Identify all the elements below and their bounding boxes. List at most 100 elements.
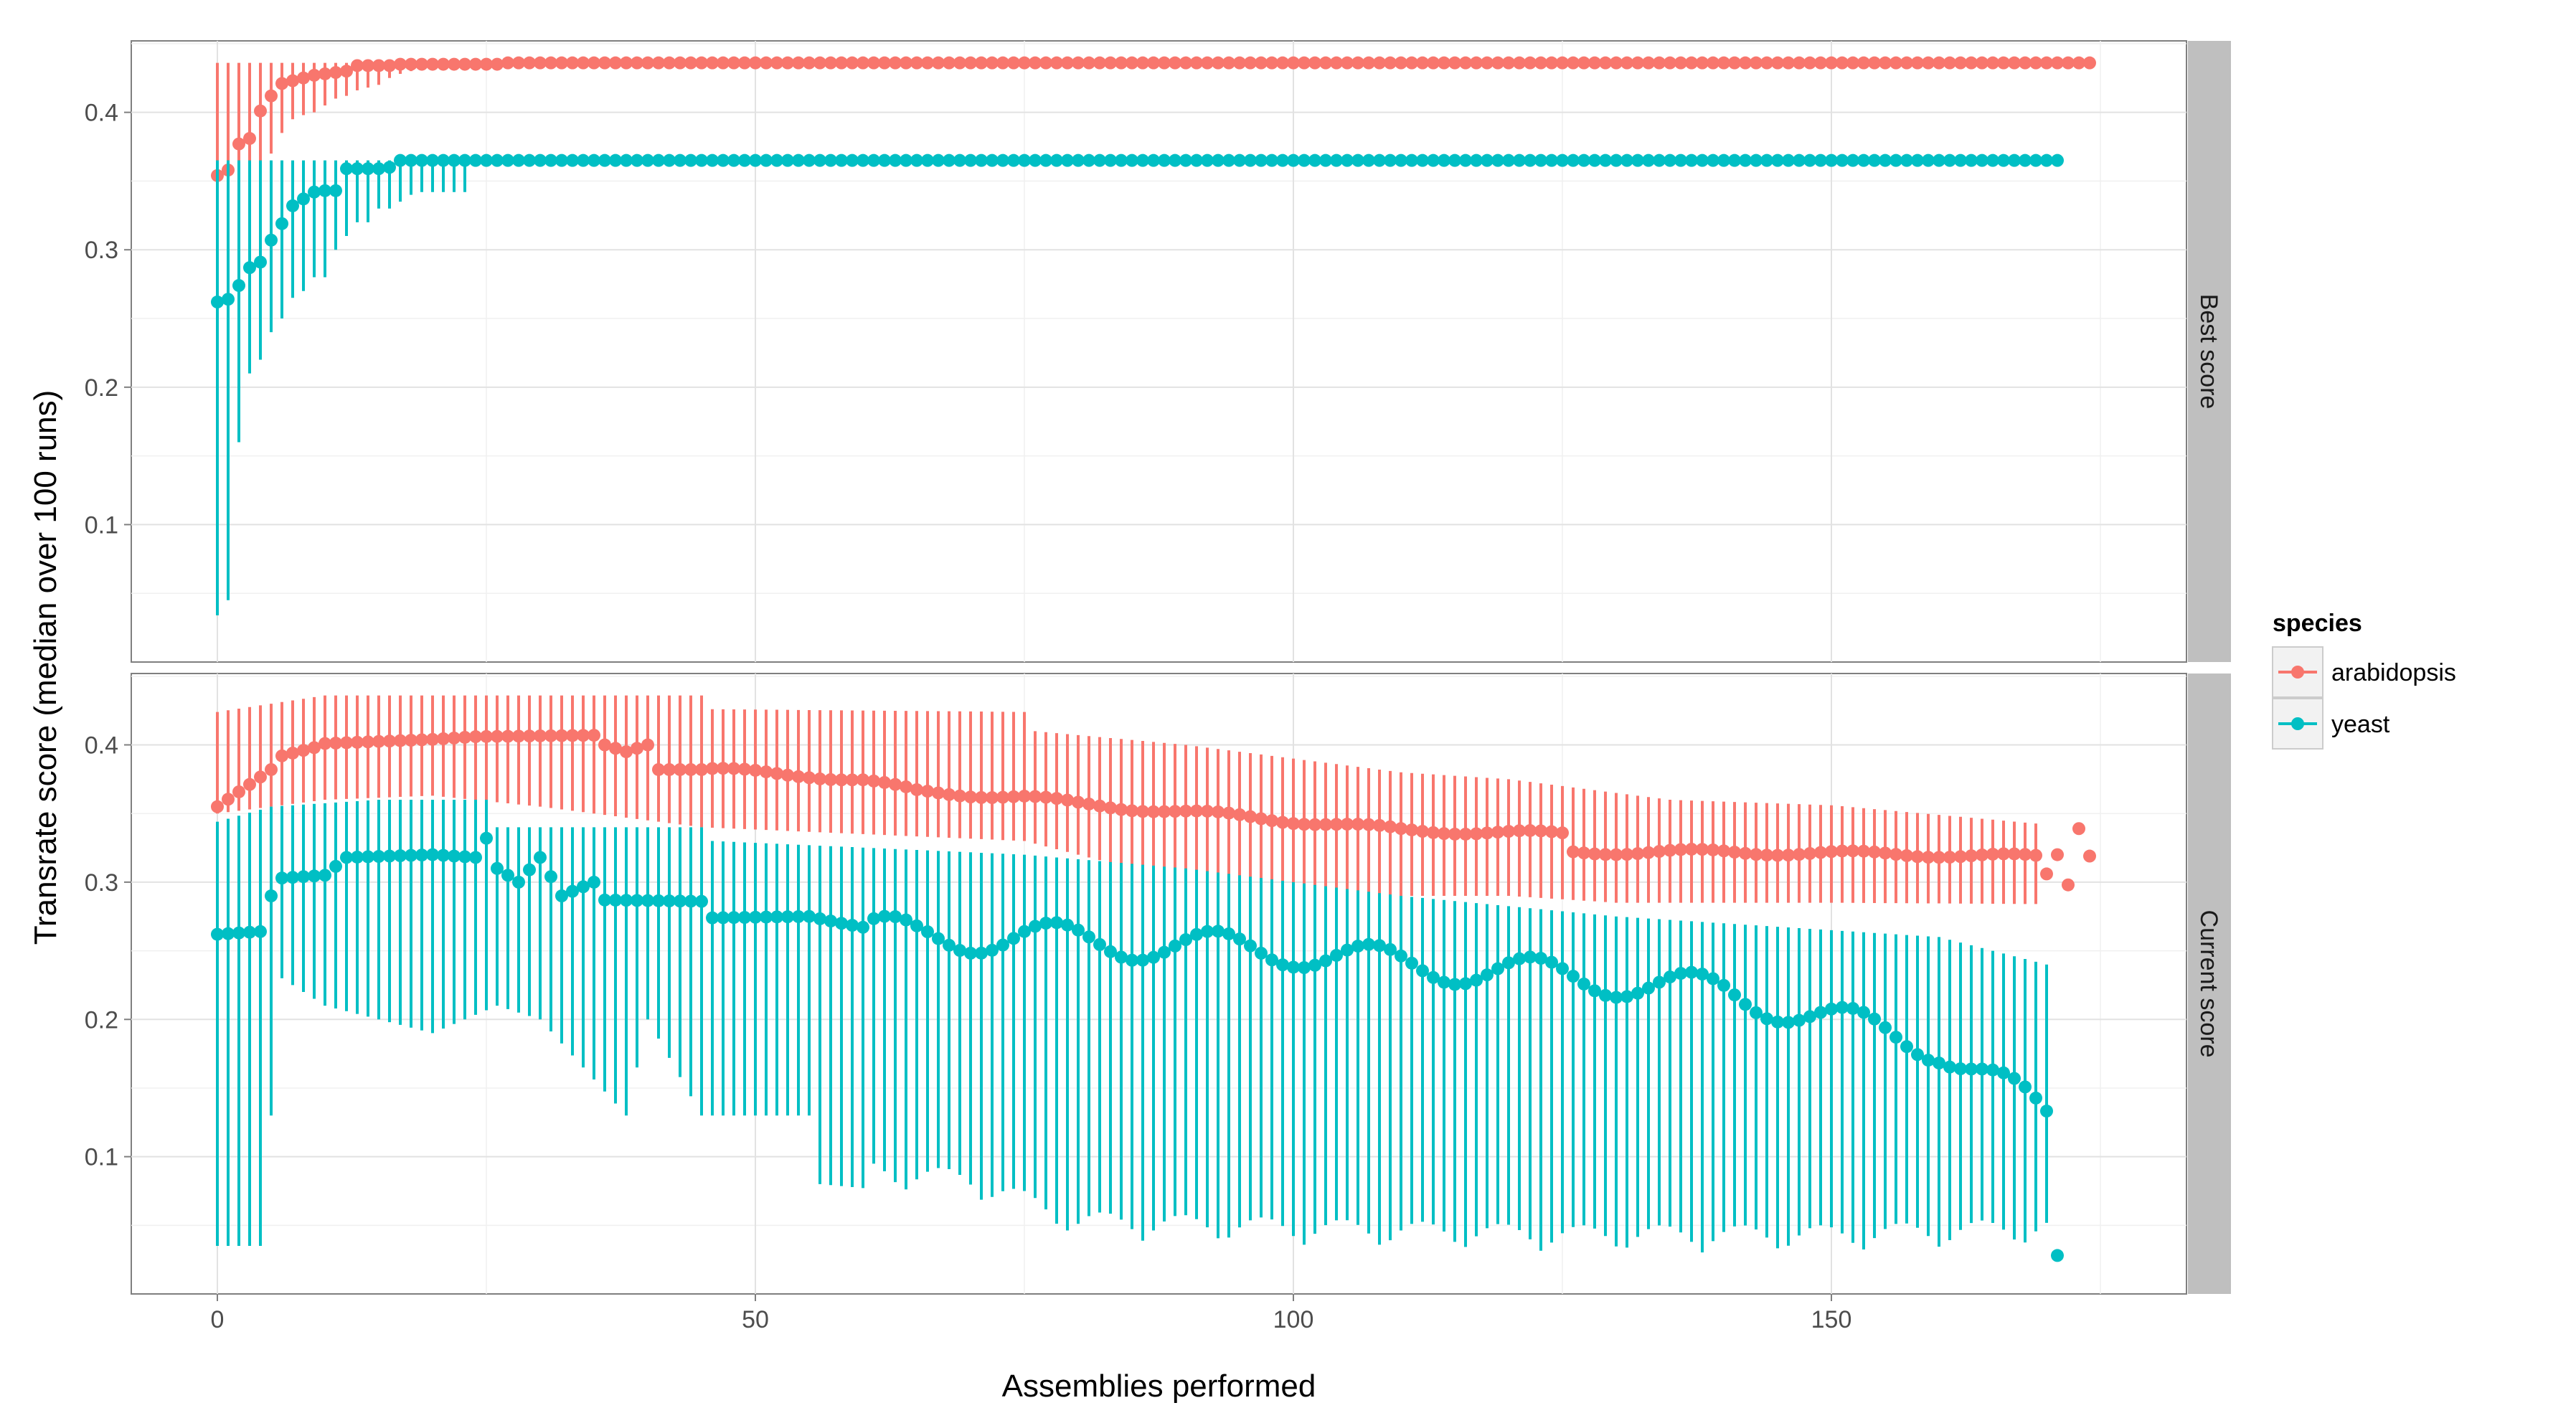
data-point <box>1298 818 1311 831</box>
data-point <box>770 56 783 70</box>
data-point <box>1814 153 1827 167</box>
data-point <box>1459 977 1472 991</box>
data-point <box>889 778 902 791</box>
data-point <box>534 729 547 742</box>
data-point <box>1093 799 1106 813</box>
data-point <box>1524 950 1537 964</box>
strip-current-score-background <box>2188 674 2231 1294</box>
data-point <box>1696 968 1709 981</box>
data-point <box>760 765 773 779</box>
data-point <box>1889 848 1902 861</box>
data-point <box>1728 988 1741 1002</box>
data-point <box>910 56 923 70</box>
data-point <box>803 56 816 70</box>
data-point <box>1954 153 1967 167</box>
data-point <box>631 56 643 70</box>
data-point <box>1502 56 1515 70</box>
data-point <box>1039 917 1052 930</box>
data-point <box>1760 849 1773 862</box>
data-point <box>243 261 256 275</box>
data-point <box>1922 153 1935 167</box>
data-point <box>663 894 676 908</box>
data-point <box>1265 153 1278 167</box>
data-point <box>254 255 267 269</box>
data-point <box>1556 153 1569 167</box>
data-point <box>254 925 267 938</box>
data-point <box>2083 849 2096 863</box>
data-point <box>1362 818 1375 831</box>
data-point <box>1502 956 1515 970</box>
data-point <box>975 56 988 70</box>
data-point <box>448 153 461 167</box>
data-point <box>1459 153 1472 167</box>
data-point <box>1911 153 1924 167</box>
data-point <box>835 153 848 167</box>
data-point <box>555 56 568 70</box>
data-point <box>1922 56 1935 70</box>
data-point <box>1276 958 1289 972</box>
data-point <box>1986 56 1999 70</box>
data-point <box>1351 940 1364 953</box>
data-point <box>340 162 353 176</box>
data-point <box>986 943 999 957</box>
data-point <box>1513 824 1526 838</box>
data-point <box>458 153 471 167</box>
data-point <box>932 153 945 167</box>
data-point <box>2051 848 2064 861</box>
data-point <box>1233 153 1246 167</box>
data-point <box>1169 153 1181 167</box>
data-point <box>770 767 783 780</box>
panel-background <box>131 673 2187 1295</box>
data-point <box>1836 153 1849 167</box>
data-point <box>426 848 439 861</box>
data-point <box>512 875 525 889</box>
data-point <box>566 153 579 167</box>
data-point <box>663 56 676 70</box>
data-point <box>1061 56 1074 70</box>
data-point <box>1868 845 1881 859</box>
data-point <box>609 893 622 907</box>
data-point <box>1836 56 1849 70</box>
data-point <box>243 925 256 939</box>
data-point <box>695 894 708 908</box>
data-point <box>372 734 385 748</box>
data-point <box>1373 818 1386 832</box>
data-point <box>1212 805 1225 818</box>
data-point <box>297 192 310 206</box>
data-point <box>211 927 224 941</box>
data-point <box>437 732 450 745</box>
data-point <box>1577 153 1590 167</box>
data-point <box>1803 153 1816 167</box>
data-point <box>512 153 525 167</box>
data-point <box>1459 827 1472 841</box>
data-point <box>1459 56 1472 70</box>
data-point <box>1115 153 1128 167</box>
data-point <box>943 153 956 167</box>
data-point <box>265 889 278 903</box>
data-point <box>964 56 977 70</box>
data-point <box>2019 1080 2032 1094</box>
data-point <box>1846 1001 1859 1015</box>
data-point <box>383 734 396 748</box>
legend-title: species <box>2273 610 2362 637</box>
data-point <box>1653 975 1666 989</box>
data-point <box>1545 56 1558 70</box>
data-point <box>1255 946 1268 960</box>
y-tick-label: 0.2 <box>85 374 118 402</box>
data-point <box>749 56 762 70</box>
data-point <box>598 153 611 167</box>
data-point <box>426 57 439 71</box>
data-point <box>1481 153 1494 167</box>
data-point <box>1997 847 2010 861</box>
data-point <box>340 736 353 750</box>
data-point <box>566 884 579 898</box>
data-point <box>1007 932 1020 945</box>
y-tick-label: 0.2 <box>85 1006 118 1034</box>
data-point <box>448 57 461 71</box>
data-point <box>480 153 493 167</box>
data-point <box>1760 153 1773 167</box>
data-point <box>1416 153 1429 167</box>
data-point <box>1201 925 1214 938</box>
data-point <box>1911 850 1924 864</box>
data-point <box>964 790 977 804</box>
